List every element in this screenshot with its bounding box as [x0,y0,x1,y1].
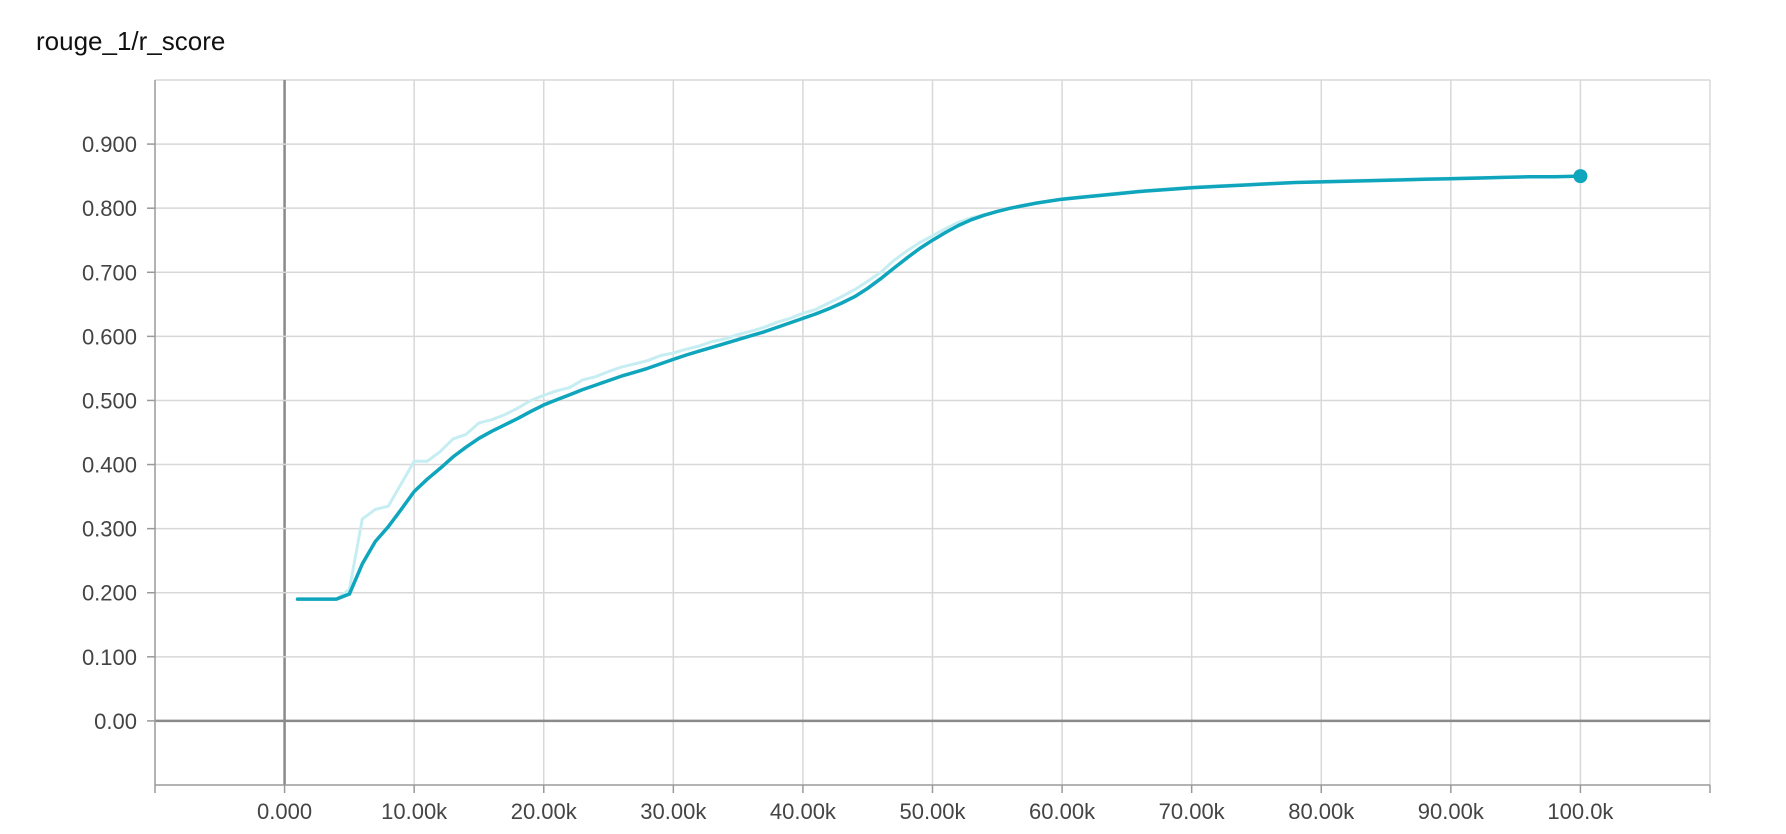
x-tick-label: 30.00k [640,799,707,824]
y-tick-label: 0.800 [82,196,137,221]
x-tick-label: 20.00k [511,799,578,824]
y-tick-label: 0.100 [82,645,137,670]
x-tick-label: 60.00k [1029,799,1096,824]
y-tick-label: 0.500 [82,388,137,413]
x-tick-label: 10.00k [381,799,448,824]
tick-labels: 0.000 10.00k 20.00k 30.00k 40.00k 50.00k 60.00… [82,132,1615,824]
x-tick-label: 70.00k [1159,799,1226,824]
axes [147,80,1711,793]
series-lines [295,169,1588,601]
y-tick-label: 0.300 [82,517,137,542]
x-tick-label: 0.000 [257,799,312,824]
chart-title: rouge_1/r_score [36,26,226,56]
grid-lines [155,79,1711,785]
x-tick-label: 40.00k [770,799,837,824]
y-tick-label: 0.700 [82,260,137,285]
x-tick-label: 100.0k [1547,799,1614,824]
y-tick-label: 0.200 [82,581,137,606]
y-tick-label: 0.600 [82,324,137,349]
y-tick-label: 0.00 [94,709,137,734]
x-tick-label: 80.00k [1288,799,1355,824]
last-point-marker [1573,169,1588,184]
smoothed-series-line [295,174,1583,601]
y-tick-label: 0.400 [82,453,137,478]
x-tick-label: 90.00k [1418,799,1485,824]
x-tick-label: 50.00k [899,799,966,824]
raw-series-line [296,174,1582,601]
y-tick-label: 0.900 [82,132,137,157]
